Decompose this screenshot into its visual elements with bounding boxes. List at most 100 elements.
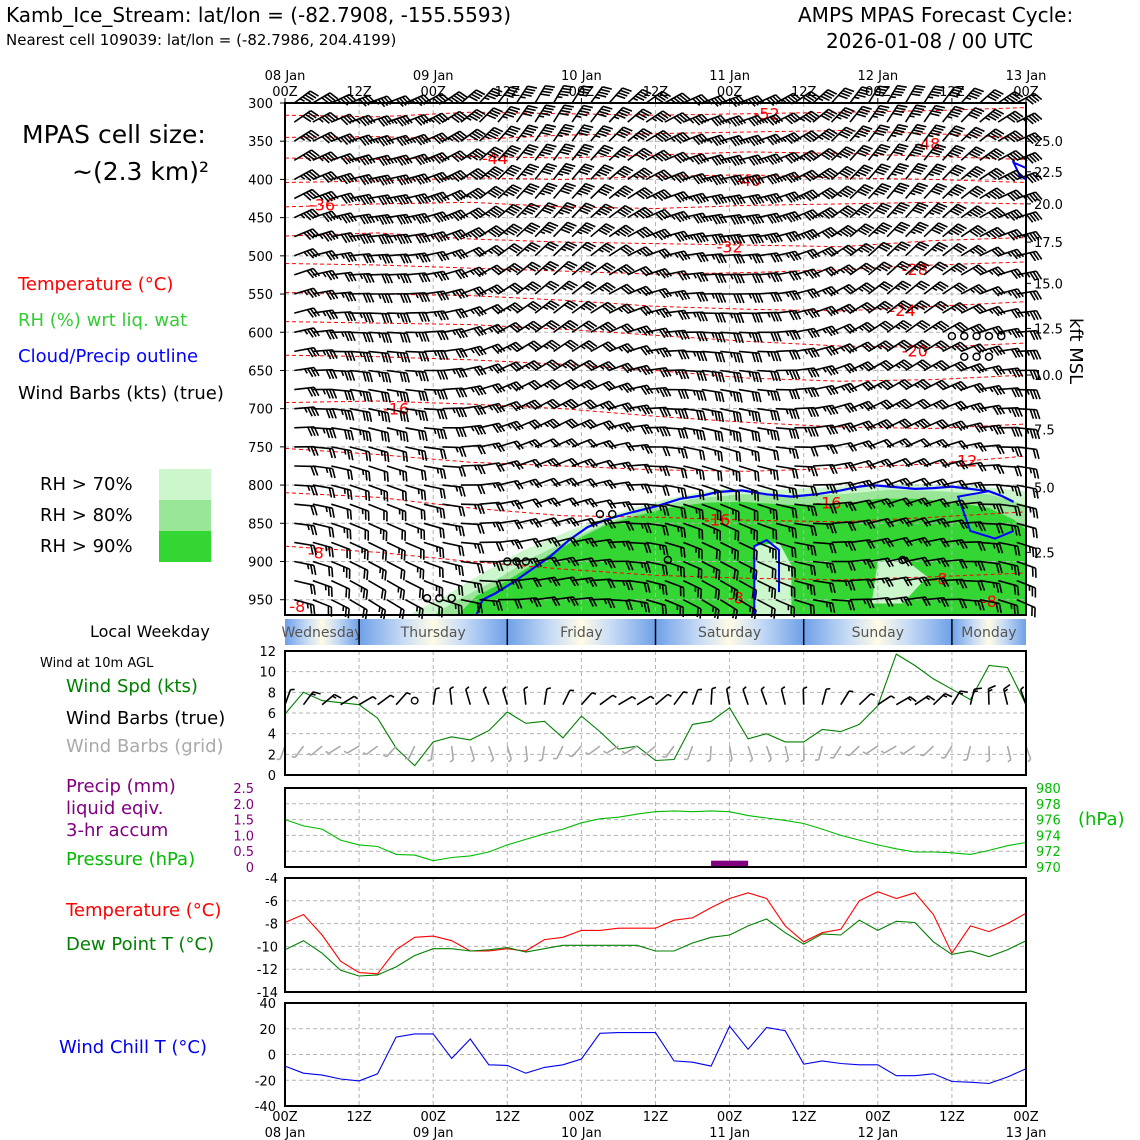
barb-half [322,272,327,278]
barb-flag [530,342,540,350]
barb-staff [442,91,460,104]
barb-staff [331,503,351,511]
barb-half [448,175,454,181]
barb-staff [497,302,516,314]
barb-staff [349,541,369,552]
barb-flag [346,154,355,163]
wind-barb [720,214,746,225]
barb-flag [711,137,719,147]
barb-staff [331,152,351,162]
barb-half [415,254,420,260]
wind-barb [386,114,413,127]
barb-flag [332,428,337,439]
barb-staff [515,144,530,161]
barb-flag [343,194,351,204]
wind-barb [386,292,412,304]
barb-half [343,449,347,455]
barb-flag [546,382,556,390]
wind-barb [423,560,444,579]
wind-barb [460,207,487,220]
barb-flag [347,449,351,460]
barb-staff [479,422,500,429]
barb-flag [312,267,321,277]
barb-flag [436,370,442,380]
wind-barb [405,369,429,382]
barb-staff [386,446,407,453]
barb-staff [479,264,498,276]
barb-flag [381,195,388,205]
barb-flag [469,192,479,200]
barb-staff [349,465,370,473]
barb-flag [418,234,425,244]
barb-staff [368,350,389,355]
barb-flag [399,411,403,422]
barb-flag [406,353,411,363]
barb-flag [402,214,410,224]
barb-flag [492,187,502,195]
barb-flag [471,132,481,139]
barb-staff [460,167,479,181]
barb-flag [529,263,539,270]
barb-half [356,196,361,202]
barb-staff [349,272,370,276]
barb-half [325,545,328,552]
barb-flag [347,233,354,243]
barb-flag [399,97,407,106]
barb-flag [414,117,423,126]
wind-barb [516,261,541,276]
wind-barb [904,182,928,200]
barb-flag [486,94,496,100]
wind-barb [497,321,524,334]
barb-staff [331,484,351,491]
barb-flag [307,92,317,99]
barb-flag [732,117,741,126]
barb-staff [534,124,548,142]
barb-half [488,405,494,411]
wind-barb [368,579,387,601]
barb-flag [384,313,390,324]
barb-flag [418,371,423,382]
wind-barb [386,213,413,225]
barb-half [528,480,534,486]
barb-flag [402,352,408,363]
barb-staff [534,182,549,200]
barb-flag [529,302,539,310]
wind-barb [294,386,320,397]
barb-half [435,585,438,591]
barb-staff [460,560,481,565]
barb-flag [450,115,460,123]
barb-flag [381,215,388,225]
barb-flag [417,175,426,184]
barb-flag [325,232,333,241]
barb-flag [491,385,500,394]
barb-flag [528,204,538,211]
barb-flag [313,545,317,556]
barb-flag [384,214,391,225]
barb-flag [401,529,404,540]
barb-half [415,293,419,299]
barb-staff [331,541,351,551]
barb-staff [460,207,479,219]
barb-staff [423,388,444,392]
barb-flag [402,194,410,204]
barb-flag [307,131,317,139]
barb-flag [424,233,431,243]
barb-flag [457,250,466,259]
barb-flag [506,91,516,96]
barb-flag [458,565,461,576]
barb-flag [456,112,466,120]
barb-staff [516,597,537,601]
wind-barb [312,329,338,340]
barb-staff [497,262,515,276]
wind-barb [497,539,524,550]
barb-flag [328,211,336,221]
barb-flag [331,488,336,499]
wind-barb [516,597,542,608]
barb-half [484,96,490,101]
barb-flag [514,579,520,589]
barb-flag [525,88,536,92]
wind-barb [405,427,428,442]
barb-staff [405,446,426,453]
barb-half [355,119,361,125]
barb-half [396,352,400,358]
